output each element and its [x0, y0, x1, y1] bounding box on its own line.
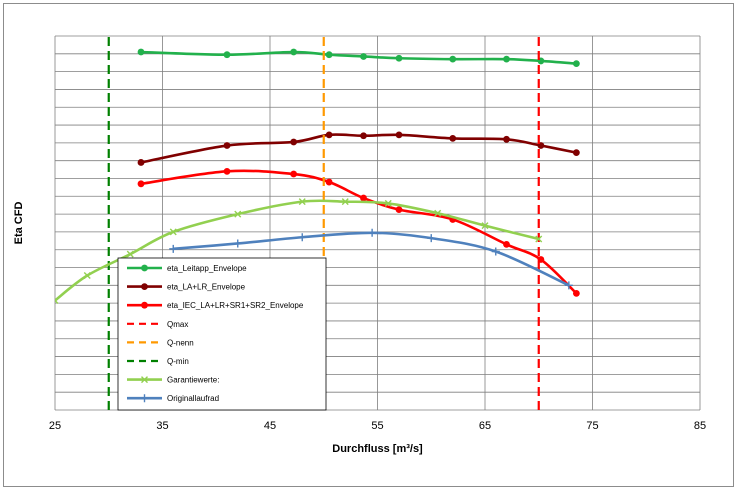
data-point-eta-la-lr-envelope: [572, 149, 580, 157]
data-point-originallaufrad: [368, 228, 377, 237]
legend-marker-eta-la-lr-envelope: [141, 283, 148, 290]
data-point-eta-leitapp-envelope: [503, 55, 510, 63]
data-point-garantiewerte: [55, 296, 59, 304]
data-point-eta-iec-la-lr-sr1-sr2-envelope: [137, 180, 145, 188]
data-point-garantiewerte: [126, 250, 134, 258]
data-point-originallaufrad: [233, 239, 242, 248]
data-point-originallaufrad: [298, 233, 307, 242]
data-point-eta-leitapp-envelope: [325, 51, 333, 59]
data-point-eta-iec-la-lr-sr1-sr2-envelope: [223, 167, 231, 175]
series-line-eta-la-lr-envelope: [140, 133, 577, 164]
data-point-eta-leitapp-envelope: [395, 54, 403, 62]
data-point-eta-la-lr-envelope: [360, 132, 367, 140]
legend-label-eta-iec-la-lr-sr1-sr2-envelope: eta_IEC_LA+LR+SR1+SR2_Envelope: [167, 301, 304, 310]
data-point-eta-iec-la-lr-sr1-sr2-envelope: [325, 178, 333, 186]
data-point-garantiewerte: [434, 209, 442, 217]
data-point-eta-iec-la-lr-sr1-sr2-envelope: [290, 170, 298, 178]
x-tick-label: 65: [479, 420, 491, 432]
x-tick-label: 75: [586, 420, 598, 432]
data-point-garantiewerte: [481, 222, 489, 230]
legend-label-eta-leitapp-envelope: eta_Leitapp_Envelope: [167, 264, 247, 273]
data-point-garantiewerte: [234, 210, 242, 218]
data-point-originallaufrad: [427, 234, 436, 243]
data-point-originallaufrad: [564, 281, 573, 290]
x-tick-label: 25: [49, 420, 61, 432]
data-point-eta-la-lr-envelope: [503, 135, 510, 143]
data-point-eta-leitapp-envelope: [449, 55, 457, 63]
x-axis-title: Durchfluss [m³/s]: [332, 443, 423, 455]
x-tick-label: 85: [694, 420, 706, 432]
data-point-eta-la-lr-envelope: [223, 142, 231, 149]
data-point-garantiewerte: [384, 199, 392, 207]
data-point-garantiewerte: [341, 198, 349, 206]
data-point-eta-leitapp-envelope: [290, 48, 298, 56]
legend-label-originallaufrad: Originallaufrad: [167, 394, 219, 403]
x-tick-label: 35: [156, 420, 168, 432]
legend-label-q-nenn: Q-nenn: [167, 338, 194, 347]
data-point-eta-leitapp-envelope: [223, 51, 231, 59]
legend-marker-originallaufrad: [140, 394, 149, 403]
series-line-eta-leitapp-envelope: [140, 50, 577, 65]
data-point-eta-iec-la-lr-sr1-sr2-envelope: [572, 289, 580, 297]
data-point-garantiewerte: [83, 272, 91, 280]
legend-marker-eta-iec-la-lr-sr1-sr2-envelope: [141, 301, 148, 309]
legend-label-garantiewerte: Garantiewerte:: [167, 376, 219, 385]
legend-label-q-min: Q-min: [167, 357, 189, 366]
data-point-originallaufrad: [169, 244, 178, 253]
data-point-garantiewerte: [298, 198, 306, 206]
legend-label-qmax: Qmax: [167, 320, 188, 329]
data-point-eta-la-lr-envelope: [290, 138, 298, 146]
data-point-eta-la-lr-envelope: [395, 131, 403, 139]
legend-marker-garantiewerte: [141, 376, 148, 384]
data-point-eta-la-lr-envelope: [325, 131, 333, 139]
data-point-garantiewerte: [535, 235, 543, 243]
data-point-eta-la-lr-envelope: [449, 135, 457, 142]
data-point-garantiewerte: [169, 228, 177, 236]
data-point-eta-la-lr-envelope: [137, 159, 145, 166]
legend-marker-eta-leitapp-envelope: [141, 264, 148, 272]
x-tick-label: 45: [264, 420, 276, 432]
data-point-eta-leitapp-envelope: [137, 48, 145, 56]
legend-box: [117, 257, 327, 411]
data-point-originallaufrad: [491, 247, 500, 256]
data-point-eta-leitapp-envelope: [572, 60, 580, 68]
legend-label-eta-la-lr-envelope: eta_LA+LR_Envelope: [167, 283, 246, 292]
data-point-eta-iec-la-lr-sr1-sr2-envelope: [503, 240, 510, 248]
data-point-eta-leitapp-envelope: [360, 53, 367, 60]
y-axis-title: Eta CFD: [13, 202, 25, 245]
data-point-eta-iec-la-lr-sr1-sr2-envelope: [360, 194, 367, 202]
chart-area: [3, 3, 734, 487]
data-point-eta-iec-la-lr-sr1-sr2-envelope: [395, 206, 403, 214]
x-tick-label: 55: [371, 420, 383, 432]
